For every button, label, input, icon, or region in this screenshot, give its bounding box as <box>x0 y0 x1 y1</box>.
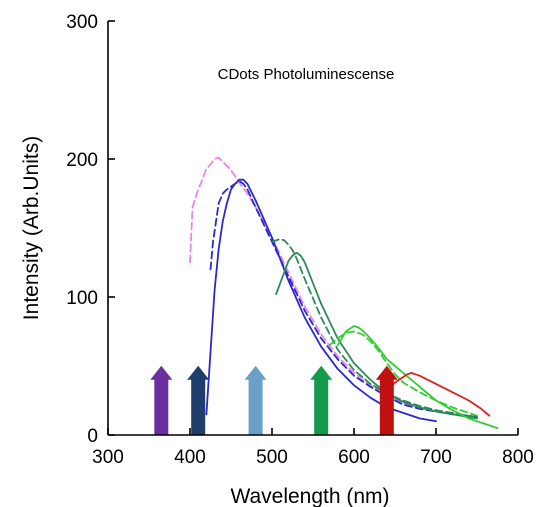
x-tick-label-600: 600 <box>338 447 370 468</box>
y-tick-label-0: 0 <box>87 426 98 447</box>
y-tick-label-100: 100 <box>66 288 98 309</box>
x-axis-title: Wavelength (nm) <box>230 485 389 507</box>
excitation-arrow-1 <box>187 365 210 435</box>
x-tick-label-500: 500 <box>256 447 288 468</box>
series-line-1 <box>209 180 478 418</box>
series-line-0 <box>189 156 478 418</box>
series-line-3 <box>275 251 478 420</box>
series-line-5 <box>336 325 499 429</box>
arrow-layer <box>150 365 398 435</box>
x-tick-label-300: 300 <box>92 447 124 468</box>
excitation-arrow-3 <box>310 365 333 435</box>
y-axis-title: Intensity (Arb.Units) <box>20 136 43 320</box>
x-tick-label-800: 800 <box>502 447 534 468</box>
series-line-4 <box>271 238 478 418</box>
x-tick-label-400: 400 <box>174 447 206 468</box>
excitation-arrow-0 <box>150 365 173 435</box>
series-line-2 <box>205 178 437 423</box>
y-tick-label-200: 200 <box>66 150 98 171</box>
series-layer <box>189 156 499 429</box>
x-tick-label-700: 700 <box>420 447 452 468</box>
y-tick-label-300: 300 <box>66 12 98 33</box>
chart-annotation: CDots Photoluminescense <box>218 66 395 83</box>
series-line-6 <box>328 330 478 417</box>
excitation-arrow-2 <box>244 365 267 435</box>
series-line-7 <box>390 372 491 417</box>
excitation-arrow-4 <box>375 365 398 435</box>
axes-layer: 300 400 500 600 700 800 0 100 200 300 <box>66 12 534 468</box>
